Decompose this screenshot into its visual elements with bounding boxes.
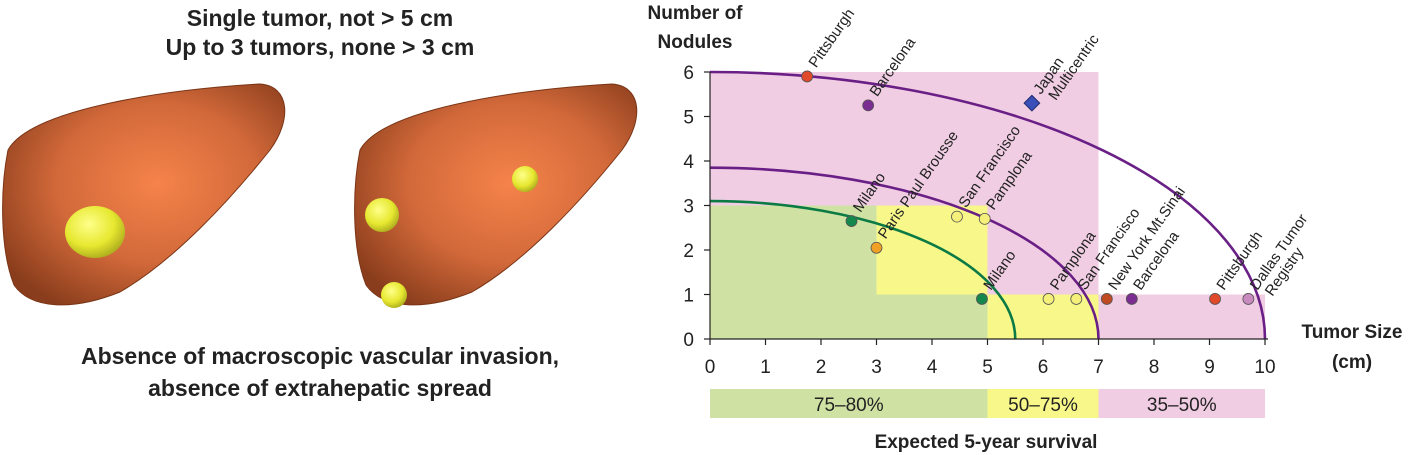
axis-ticks: 0 1 2 3 4 5 6 7 8 9 10 0 1 2 3 4 5 6 — [683, 63, 1275, 378]
criteria-curve-2 — [709, 70, 1267, 340]
data-point — [978, 212, 991, 225]
x-tick-label: 9 — [1204, 357, 1215, 378]
data-point — [870, 241, 883, 254]
y-tick-label: 3 — [683, 197, 694, 218]
pink-survival-segment — [1098, 389, 1265, 418]
survival-segment-label: 75–80% — [814, 395, 884, 416]
data-point-label: Pittsburgh — [805, 6, 858, 71]
liver-three-tumors — [354, 83, 638, 308]
criteria-vascular-invasion: Absence of macroscopic vascular invasion… — [80, 343, 560, 369]
liver-illustrations — [2, 83, 638, 308]
large-tumor — [65, 206, 125, 258]
pink-zone-rect — [710, 72, 1099, 206]
criteria-footer: Absence of macroscopic vascular invasion… — [0, 340, 640, 404]
criteria-multiple-tumors: Up to 3 tumors, none > 3 cm — [165, 34, 475, 60]
x-tick-label: 2 — [816, 357, 827, 378]
green-survival-segment — [710, 389, 988, 418]
y-tick-label: 6 — [683, 63, 694, 84]
y-tick-label: 5 — [683, 108, 694, 129]
data-point — [976, 293, 988, 305]
y-axis-label-line1: Number of — [648, 3, 744, 24]
x-tick-label: 10 — [1254, 357, 1275, 378]
criteria-curve-0 — [709, 199, 1017, 340]
data-points — [801, 70, 1255, 305]
survival-bar-title: Expected 5-year survival — [875, 432, 1098, 453]
x-tick-label: 7 — [1093, 357, 1104, 378]
yellow-zone-rect — [876, 205, 988, 295]
survival-segment-label: 35–50% — [1147, 395, 1217, 416]
criteria-heading: Single tumor, not > 5 cm Up to 3 tumors,… — [0, 4, 640, 62]
x-axis-label-line2: (cm) — [1332, 352, 1372, 373]
y-axis-label-line2: Nodules — [658, 32, 733, 53]
data-point-diamond — [1023, 94, 1041, 112]
small-tumor-3 — [381, 282, 407, 308]
criteria-extrahepatic-spread: absence of extrahepatic spread — [148, 375, 492, 401]
x-tick-label: 1 — [760, 357, 771, 378]
y-tick-label: 1 — [683, 286, 694, 307]
data-point — [1100, 293, 1113, 305]
x-tick-label: 4 — [927, 357, 938, 378]
x-tick-label: 3 — [871, 357, 882, 378]
liver-single-tumor — [2, 83, 286, 306]
x-tick-label: 0 — [705, 357, 716, 378]
y-tick-label: 2 — [683, 241, 694, 262]
x-tick-label: 5 — [982, 357, 993, 378]
data-point — [1242, 293, 1255, 305]
x-axis-label-line1: Tumor Size — [1302, 322, 1403, 343]
small-tumor-1 — [365, 198, 399, 232]
data-point — [1042, 293, 1055, 305]
data-point — [1070, 293, 1083, 305]
y-tick-label: 0 — [683, 330, 694, 351]
x-tick-label: 6 — [1038, 357, 1049, 378]
data-point — [1125, 293, 1138, 305]
x-tick-label: 8 — [1149, 357, 1160, 378]
small-tumor-2 — [512, 166, 538, 192]
data-point — [1209, 293, 1221, 305]
yellow-survival-segment — [987, 389, 1099, 418]
pink-zone-rect — [1098, 294, 1265, 339]
criteria-single-tumor: Single tumor, not > 5 cm — [186, 5, 454, 31]
data-point — [801, 70, 814, 83]
y-tick-label: 4 — [683, 152, 694, 173]
survival-segment-label: 50–75% — [1008, 395, 1078, 416]
data-point — [951, 210, 963, 223]
survival-bar: 75–80% 50–75% 35–50% — [710, 389, 1265, 418]
data-point — [845, 215, 858, 227]
data-point — [862, 99, 875, 112]
